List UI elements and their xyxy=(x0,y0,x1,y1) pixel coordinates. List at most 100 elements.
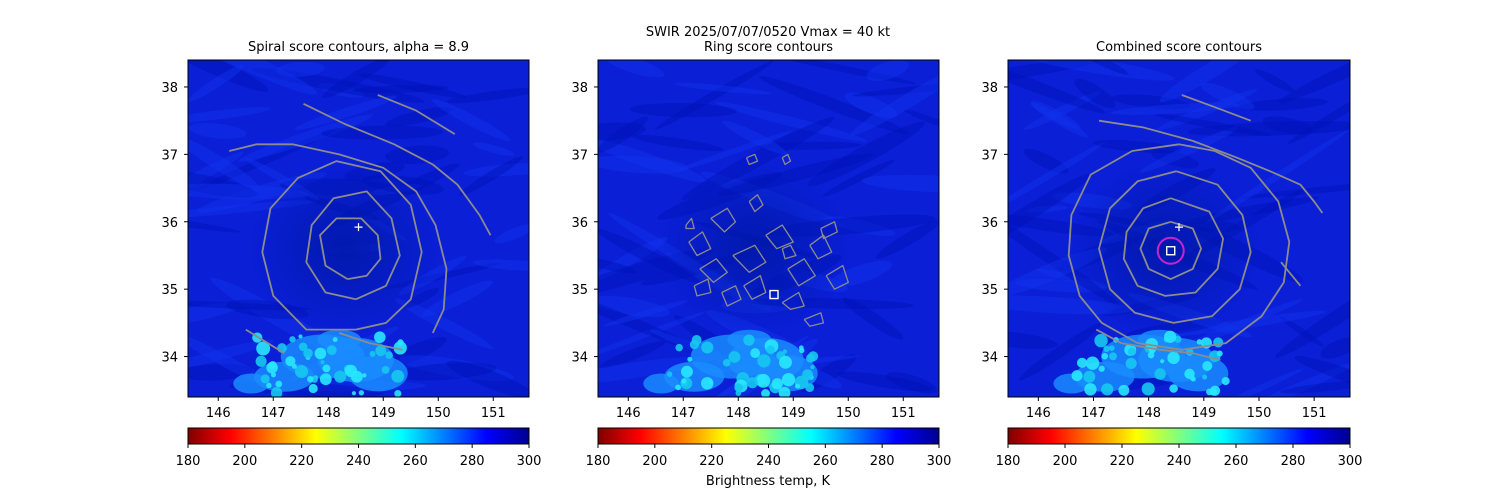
cloud-cell xyxy=(298,342,308,352)
cloud-streak xyxy=(1092,139,1181,153)
cloud-streak xyxy=(1275,265,1350,358)
cloud-streak xyxy=(1008,174,1091,258)
score-contour xyxy=(781,291,805,311)
cloud-streak xyxy=(1155,114,1271,136)
cloud-streak xyxy=(188,339,274,373)
y-tick-label: 36 xyxy=(981,216,998,231)
y-tick-label: 38 xyxy=(161,81,178,96)
cloud-streak xyxy=(1198,368,1304,397)
colorbar-tick-label: 180 xyxy=(996,454,1021,469)
y-tick-label: 38 xyxy=(981,81,998,96)
cloud-streak xyxy=(603,300,689,327)
score-contour xyxy=(710,207,737,233)
cloud-cell xyxy=(351,391,357,396)
center-square-marker xyxy=(1166,246,1176,256)
colorbar-tick-label: 220 xyxy=(289,454,314,469)
colorbar xyxy=(187,427,530,445)
cloud-cell xyxy=(1190,376,1196,382)
cloud-streak xyxy=(1187,121,1350,137)
cloud-streak xyxy=(1280,380,1350,394)
cloud-streak xyxy=(394,298,494,350)
cloud-streak xyxy=(188,302,242,328)
cloud-cell xyxy=(799,347,805,354)
score-contour xyxy=(245,328,285,354)
x-tick-label: 148 xyxy=(1136,406,1161,421)
cloud-cell xyxy=(385,351,393,359)
colorbar-tick-label: 300 xyxy=(927,454,952,469)
x-tick-label: 147 xyxy=(671,406,696,421)
x-tick-label: 148 xyxy=(316,406,341,421)
cloud-streak xyxy=(598,311,707,360)
convective-cloud xyxy=(643,373,680,394)
cloud-cell xyxy=(779,355,792,369)
colorbar xyxy=(1007,427,1351,445)
cloud-cell xyxy=(374,331,386,344)
score-contour xyxy=(748,194,764,213)
cloud-cell xyxy=(391,369,405,383)
brightness-image xyxy=(188,60,529,397)
y-tick-label: 38 xyxy=(571,81,588,96)
cloud-streak xyxy=(188,122,247,139)
cloud-cell xyxy=(728,351,741,363)
colorbar-tick-label: 180 xyxy=(176,454,201,469)
cloud-cell xyxy=(675,384,681,391)
y-tick-label: 35 xyxy=(571,283,588,298)
cloud-streak xyxy=(494,223,529,244)
cloud-cell xyxy=(291,364,297,369)
cloud-streak xyxy=(1018,322,1102,381)
cloud-streak xyxy=(1155,89,1258,131)
x-tick-label: 147 xyxy=(1081,406,1106,421)
score-contour xyxy=(1122,197,1224,297)
cloud-cell xyxy=(260,374,270,384)
axes-frame xyxy=(597,59,940,398)
colorbar-tick-label: 300 xyxy=(517,454,542,469)
cloud-cell xyxy=(1084,383,1097,396)
cloud-streak xyxy=(598,356,714,385)
colorbar-tick-label: 220 xyxy=(1110,454,1135,469)
cloud-streak xyxy=(722,120,787,155)
figure-suptitle: SWIR 2025/07/07/0520 Vmax = 40 kt xyxy=(646,25,890,40)
x-tick-label: 150 xyxy=(836,406,861,421)
cloud-cell xyxy=(303,348,313,359)
cloud-streak xyxy=(603,60,665,78)
score-contour xyxy=(1095,328,1221,361)
cloud-cell xyxy=(266,382,272,389)
cloud-streak xyxy=(294,95,397,131)
y-tick-label: 34 xyxy=(981,351,998,366)
cloud-cell xyxy=(691,334,702,345)
cloud-streak xyxy=(251,67,425,103)
cloud-cell xyxy=(757,354,771,368)
y-tick-label: 37 xyxy=(571,148,588,163)
cloud-streak xyxy=(385,145,449,164)
y-tick-label: 37 xyxy=(981,148,998,163)
cloud-cell xyxy=(307,376,314,383)
cloud-streak xyxy=(446,360,529,397)
cloud-cell xyxy=(1109,352,1117,361)
colorbar-tick-label: 220 xyxy=(699,454,724,469)
colorbar-tick-label: 200 xyxy=(1053,454,1078,469)
cloud-streak xyxy=(1139,126,1239,173)
cloud-cell xyxy=(1160,359,1165,364)
cloud-cell xyxy=(1118,384,1130,396)
x-tick-label: 146 xyxy=(1026,406,1051,421)
cloud-streak xyxy=(188,60,269,92)
colorbar-tick-label: 280 xyxy=(870,454,895,469)
cloud-cell xyxy=(319,373,332,386)
cloud-streak xyxy=(276,61,325,77)
cloud-cell xyxy=(255,355,267,367)
cloud-cell xyxy=(722,358,731,367)
cloud-streak xyxy=(1280,316,1324,347)
cloud-streak xyxy=(472,142,515,156)
cloud-streak xyxy=(1320,337,1350,359)
panel-combined: Combined score contours 146 147 148 149 150 15… xyxy=(981,40,1362,469)
brightness-image xyxy=(598,60,939,397)
x-tick-label: 151 xyxy=(481,406,506,421)
score-contour xyxy=(377,94,456,135)
cloud-streak xyxy=(598,155,689,174)
center-plus-marker xyxy=(354,223,363,232)
cloud-cell xyxy=(1147,351,1155,359)
cloud-streak xyxy=(431,99,511,142)
cloud-streak xyxy=(1240,180,1350,199)
cloud-streak xyxy=(1294,356,1350,395)
score-contour xyxy=(1181,94,1252,122)
